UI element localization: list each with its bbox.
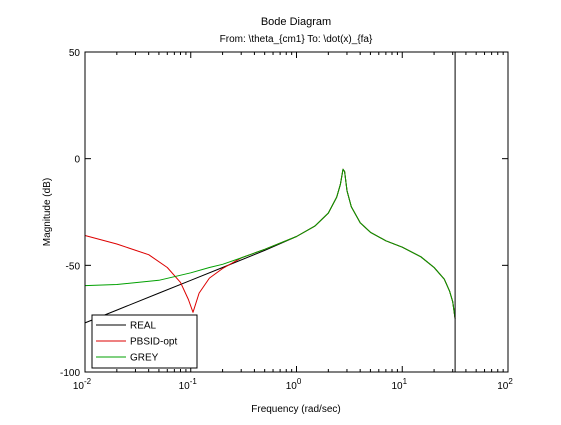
- x-tick-label: 100: [286, 377, 302, 392]
- y-tick-label: 50: [69, 48, 81, 59]
- x-tick-label-base: 10: [179, 381, 191, 392]
- y-tick-label: 0: [74, 155, 80, 166]
- y-axis-label: Magnitude (dB): [42, 178, 53, 246]
- x-tick-label-exponent: -1: [190, 377, 198, 386]
- x-axis-ticks: 10-2 10-1 100 101 102: [73, 52, 513, 392]
- x-tick-label: 101: [391, 377, 407, 392]
- x-axis-label: Frequency (rad/sec): [251, 404, 340, 415]
- x-tick-label-exponent: -2: [84, 377, 92, 386]
- legend: REAL PBSID-opt GREY: [91, 314, 198, 369]
- chart-subtitle: From: \theta_{cm1} To: \dot(x)_{fa}: [220, 34, 373, 45]
- x-tick-label: 10-2: [73, 377, 92, 392]
- y-tick-label: -100: [60, 368, 80, 379]
- plot-frame: [84, 51, 509, 373]
- x-tick-label-base: 10: [73, 381, 85, 392]
- legend-label: PBSID-opt: [130, 337, 177, 348]
- x-tick-label: 10-1: [179, 377, 198, 392]
- x-tick-label-base: 10: [286, 381, 298, 392]
- x-tick-label-base: 10: [391, 381, 403, 392]
- x-tick-label: 102: [497, 377, 513, 392]
- x-tick-label-exponent: 1: [403, 377, 408, 386]
- y-tick-label: -50: [66, 261, 81, 272]
- series-line-grey: [84, 168, 456, 319]
- chart-title: Bode Diagram: [261, 16, 331, 28]
- x-tick-label-base: 10: [497, 381, 509, 392]
- legend-label: GREY: [130, 353, 159, 364]
- x-tick-label-exponent: 0: [297, 377, 302, 386]
- x-tick-label-exponent: 2: [508, 377, 513, 386]
- series-layer: [84, 168, 456, 324]
- legend-label: REAL: [130, 321, 157, 332]
